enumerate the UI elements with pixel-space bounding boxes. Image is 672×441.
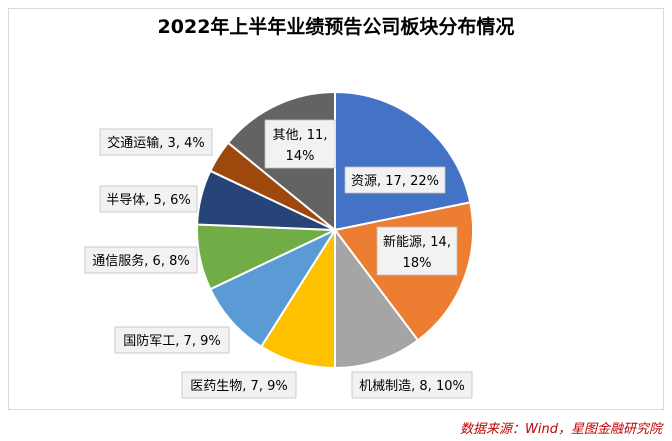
data-label-3: 机械制造, 8, 10% <box>351 371 473 399</box>
data-label-8: 交通运输, 3, 4% <box>99 128 213 156</box>
svg-text:其他, 11,14%: 其他, 11, 14% <box>273 128 328 164</box>
source-note: 数据来源：Wind，星图金融研究院 <box>460 422 662 437</box>
svg-text:半导体, 5, 6%: 半导体, 5, 6% <box>106 193 190 208</box>
svg-text:机械制造, 8, 10%: 机械制造, 8, 10% <box>359 379 465 394</box>
pie-slice-1 <box>334 90 472 232</box>
svg-text:医药生物, 7, 9%: 医药生物, 7, 9% <box>190 379 287 394</box>
data-label-5: 国防军工, 7, 9% <box>114 326 230 354</box>
pie-slice-3 <box>334 227 420 370</box>
svg-text:资源, 17, 22%: 资源, 17, 22% <box>351 174 439 189</box>
svg-text:交通运输, 3, 4%: 交通运输, 3, 4% <box>107 135 204 151</box>
data-label-1: 资源, 17, 22% <box>344 166 446 194</box>
svg-text:新能源, 14,18%: 新能源, 14, 18% <box>383 234 451 271</box>
data-label-6: 通信服务, 6, 8% <box>84 246 198 274</box>
data-label-4: 医药生物, 7, 9% <box>181 371 297 399</box>
chart-title: 2022年上半年业绩预告公司板块分布情况 <box>157 16 515 38</box>
svg-text:国防军工, 7, 9%: 国防军工, 7, 9% <box>123 333 220 349</box>
data-label-2: 新能源, 14, 18% <box>376 226 458 276</box>
data-label-7: 半导体, 5, 6% <box>99 185 198 213</box>
svg-text:通信服务, 6, 8%: 通信服务, 6, 8% <box>92 253 189 269</box>
data-label-9: 其他, 11, 14% <box>264 119 336 169</box>
